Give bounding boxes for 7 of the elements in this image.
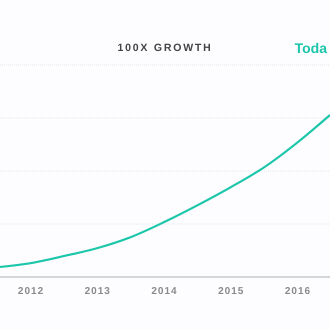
x-tick-label: 2014 <box>151 286 178 297</box>
x-tick-label: 2013 <box>84 286 111 297</box>
x-tick-label: 2012 <box>18 286 44 297</box>
x-tick-label: 2016 <box>284 286 312 297</box>
x-tick-label: 2015 <box>218 286 244 297</box>
chart-title: 100X GROWTH <box>117 42 213 54</box>
text: Toda <box>294 40 328 56</box>
